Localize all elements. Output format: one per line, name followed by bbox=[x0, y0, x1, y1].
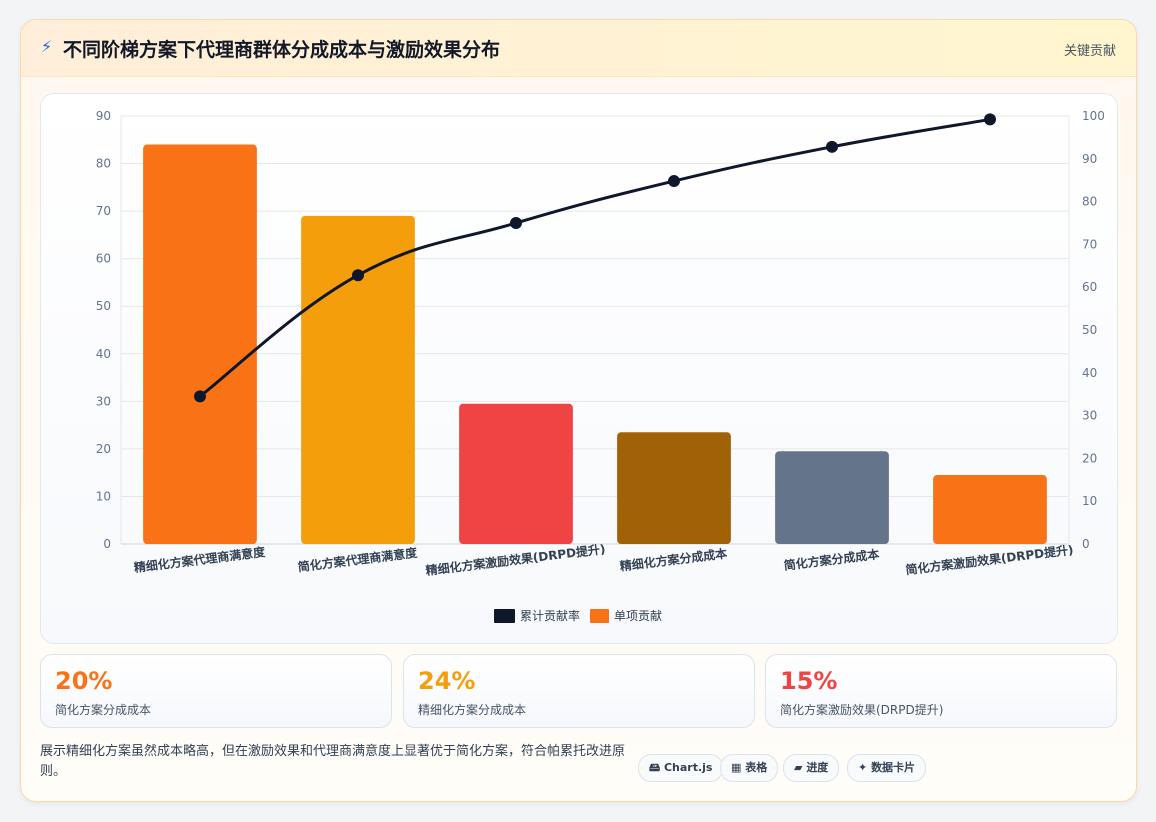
tag-label: 数据卡片 bbox=[871, 761, 916, 774]
x-category-label: 精细化方案激励效果(DRPD提升) bbox=[425, 541, 606, 578]
y-left-tick-label: 40 bbox=[96, 347, 111, 361]
chart-description: 展示精细化方案虽然成本略高，但在激励效果和代理商满意度上显著优于简化方案，符合帕… bbox=[40, 744, 626, 779]
y-left-tick-label: 90 bbox=[96, 109, 111, 123]
x-category-label: 精细化方案分成成本 bbox=[619, 546, 728, 574]
pareto-chart: 0 10 20 30 40 50 60 70 80 90 0 10 20 30 40 50 60 70 80 90 10… bbox=[96, 109, 1105, 623]
tag-label: 进度 bbox=[806, 761, 829, 774]
cumulative-point bbox=[668, 175, 680, 188]
y-right-tick-label: 20 bbox=[1082, 451, 1097, 465]
cumulative-point bbox=[510, 217, 522, 229]
stat-value: 20% bbox=[55, 667, 113, 695]
cumulative-point bbox=[352, 269, 364, 282]
chart-title: 不同阶梯方案下代理商群体分成成本与激励效果分布 bbox=[63, 39, 501, 61]
tag-table[interactable]: ▦ 表格 bbox=[720, 754, 779, 782]
x-category-label: 简化方案激励效果(DRPD提升) bbox=[905, 542, 1075, 577]
tag-progress[interactable]: ▰ 进度 bbox=[783, 754, 840, 782]
y-right-tick-label: 60 bbox=[1082, 280, 1097, 294]
stat-label: 简化方案激励效果(DRPD提升) bbox=[780, 703, 944, 717]
stat-card-2: 24% 精细化方案分成成本 bbox=[403, 654, 755, 728]
legend-swatch-cumulative bbox=[494, 609, 515, 623]
y-right-tick-label: 80 bbox=[1082, 195, 1097, 209]
progress-icon: ▰ bbox=[794, 761, 803, 774]
card-header: ⚡ 不同阶梯方案下代理商群体分成成本与激励效果分布 关键贡献 bbox=[21, 20, 1136, 77]
y-left-tick-label: 30 bbox=[96, 394, 111, 408]
chart-card: ⚡ 不同阶梯方案下代理商群体分成成本与激励效果分布 关键贡献 0 10 20 30 40… bbox=[20, 19, 1137, 802]
y-right-tick-label: 30 bbox=[1082, 409, 1097, 423]
tag-chartjs[interactable]: 🖴 Chart.js bbox=[638, 754, 724, 782]
y-left-tick-label: 0 bbox=[103, 537, 111, 551]
x-category-label: 精细化方案代理商满意度 bbox=[133, 544, 267, 575]
y-right-tick-label: 70 bbox=[1082, 237, 1097, 251]
cumulative-point bbox=[826, 140, 838, 153]
bar bbox=[775, 451, 889, 544]
x-category-label: 简化方案代理商满意度 bbox=[297, 545, 419, 575]
bar bbox=[459, 403, 573, 544]
legend-label-cumulative: 累计贡献率 bbox=[520, 608, 580, 623]
y-right-tick-label: 50 bbox=[1082, 323, 1097, 337]
sparkle-icon: ✦ bbox=[858, 761, 868, 774]
y-left-tick-label: 50 bbox=[96, 299, 111, 313]
key-contribution-label: 关键贡献 bbox=[1063, 44, 1116, 59]
bar bbox=[143, 144, 257, 544]
y-right-tick-label: 90 bbox=[1082, 152, 1097, 166]
y-left-tick-label: 60 bbox=[96, 252, 111, 266]
legend-label-bar: 单项贡献 bbox=[614, 608, 662, 623]
tag-label: 表格 bbox=[745, 761, 768, 774]
x-category-label: 简化方案分成成本 bbox=[783, 546, 880, 573]
y-left-tick-label: 80 bbox=[96, 157, 111, 171]
cumulative-point bbox=[984, 113, 996, 126]
y-right-tick-label: 40 bbox=[1082, 366, 1097, 380]
y-right-tick-label: 100 bbox=[1082, 109, 1105, 123]
y-left-tick-label: 20 bbox=[96, 442, 111, 456]
stat-label: 精细化方案分成成本 bbox=[418, 703, 527, 717]
stat-value: 24% bbox=[418, 667, 476, 695]
hard-drive-icon: 🖴 bbox=[649, 761, 661, 774]
table-icon: ▦ bbox=[731, 761, 742, 774]
y-right-tick-label: 10 bbox=[1082, 494, 1097, 508]
y-left-tick-label: 10 bbox=[96, 489, 111, 503]
tag-data-card[interactable]: ✦ 数据卡片 bbox=[847, 754, 927, 782]
cumulative-line bbox=[199, 117, 991, 398]
stat-label: 简化方案分成成本 bbox=[55, 703, 152, 717]
lightning-icon: ⚡ bbox=[41, 37, 53, 56]
bar bbox=[933, 475, 1047, 544]
bar bbox=[301, 215, 415, 544]
stat-value: 15% bbox=[780, 667, 838, 695]
y-right-tick-label: 0 bbox=[1082, 537, 1090, 551]
legend-swatch-bar bbox=[590, 609, 609, 623]
chart-panel: 0 10 20 30 40 50 60 70 80 90 0 10 20 30 40 50 60 70 80 90 10… bbox=[40, 93, 1118, 644]
stat-card-3: 15% 简化方案激励效果(DRPD提升) bbox=[765, 654, 1117, 728]
cumulative-point bbox=[194, 390, 206, 403]
tag-label: Chart.js bbox=[663, 761, 713, 774]
y-left-tick-label: 70 bbox=[96, 204, 111, 218]
bar bbox=[617, 432, 731, 544]
stat-card-1: 20% 简化方案分成成本 bbox=[40, 654, 392, 728]
